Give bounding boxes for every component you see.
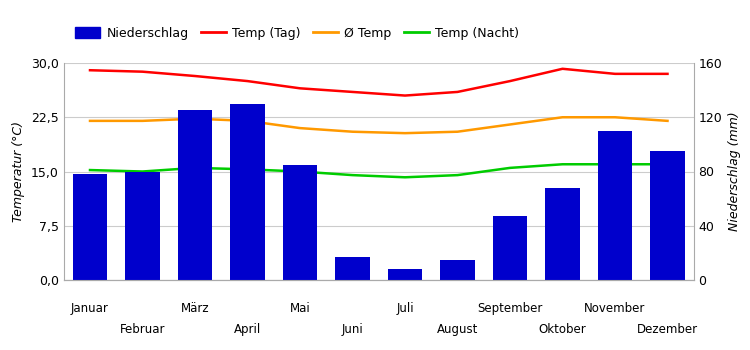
Y-axis label: Niederschlag (mm): Niederschlag (mm) xyxy=(728,112,741,231)
Bar xyxy=(230,104,265,280)
Text: April: April xyxy=(234,323,261,336)
Bar xyxy=(73,174,107,280)
Bar xyxy=(335,257,370,280)
Bar xyxy=(125,172,160,280)
Bar xyxy=(388,269,422,280)
Text: Februar: Februar xyxy=(120,323,165,336)
Text: Dezember: Dezember xyxy=(637,323,698,336)
Bar xyxy=(545,188,580,280)
Bar xyxy=(650,151,685,280)
Text: Oktober: Oktober xyxy=(538,323,586,336)
Bar xyxy=(440,260,475,280)
Text: März: März xyxy=(181,302,209,315)
Bar xyxy=(598,131,632,280)
Text: Januar: Januar xyxy=(71,302,109,315)
Bar xyxy=(283,165,317,280)
Text: August: August xyxy=(436,323,478,336)
Bar xyxy=(493,216,527,280)
Text: September: September xyxy=(477,302,543,315)
Text: Juni: Juni xyxy=(341,323,363,336)
Bar xyxy=(178,111,212,280)
Legend: Niederschlag, Temp (Tag), Ø Temp, Temp (Nacht): Niederschlag, Temp (Tag), Ø Temp, Temp (… xyxy=(70,21,524,44)
Y-axis label: Temperatur (°C): Temperatur (°C) xyxy=(13,121,26,222)
Text: November: November xyxy=(584,302,646,315)
Text: Juli: Juli xyxy=(396,302,414,315)
Text: Mai: Mai xyxy=(290,302,310,315)
